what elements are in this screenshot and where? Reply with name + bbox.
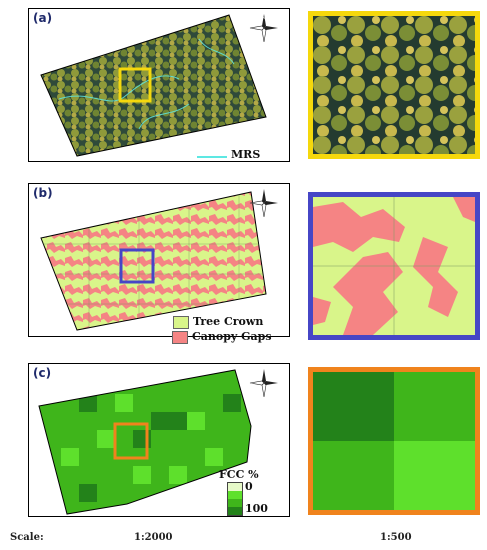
classification-map-b xyxy=(40,191,267,331)
panel-label-c: (c) xyxy=(33,366,52,380)
mrs-legend-label: MRS xyxy=(231,148,261,161)
tree-crown-swatch xyxy=(173,316,189,329)
panel-a: (a) N MRS xyxy=(28,8,290,162)
north-arrow-icon xyxy=(249,369,278,398)
fcc-grid-zoom-c xyxy=(313,372,475,510)
highlight-box-a xyxy=(118,67,152,103)
fcc-color-ramp xyxy=(227,482,243,516)
tree-crown-label: Tree Crown xyxy=(193,315,264,328)
svg-text:N: N xyxy=(262,15,266,20)
scale-overview: 1:2000 xyxy=(134,532,173,543)
fcc-legend-min: 0 xyxy=(245,480,253,493)
zoom-panel-c xyxy=(308,367,480,515)
aerial-map-a xyxy=(40,14,267,157)
zoom-panel-a xyxy=(308,11,480,159)
fcc-legend-title: FCC % xyxy=(219,468,259,481)
mrs-legend-line xyxy=(197,156,227,158)
aerial-zoom-a xyxy=(313,16,475,154)
classification-zoom-b xyxy=(313,197,475,335)
canopy-gaps-swatch-full xyxy=(172,331,188,344)
highlight-box-c xyxy=(113,422,149,460)
scale-zoom: 1:500 xyxy=(380,532,412,543)
canopy-gaps-label: Canopy Gaps xyxy=(192,330,272,343)
scale-label: Scale: xyxy=(10,532,44,543)
highlight-box-b xyxy=(119,248,155,284)
panel-b: (b) Tree Crown xyxy=(28,183,290,337)
fcc-legend-max: 100 xyxy=(245,502,268,515)
panel-label-a: (a) xyxy=(33,11,53,25)
fcc-grid-map-c xyxy=(38,369,252,515)
panel-c: (c) FCC % 0 100 xyxy=(28,363,290,517)
north-arrow-icon xyxy=(249,189,278,218)
panel-label-b: (b) xyxy=(33,186,53,200)
north-arrow-icon: N xyxy=(249,14,278,43)
zoom-panel-b xyxy=(308,192,480,340)
